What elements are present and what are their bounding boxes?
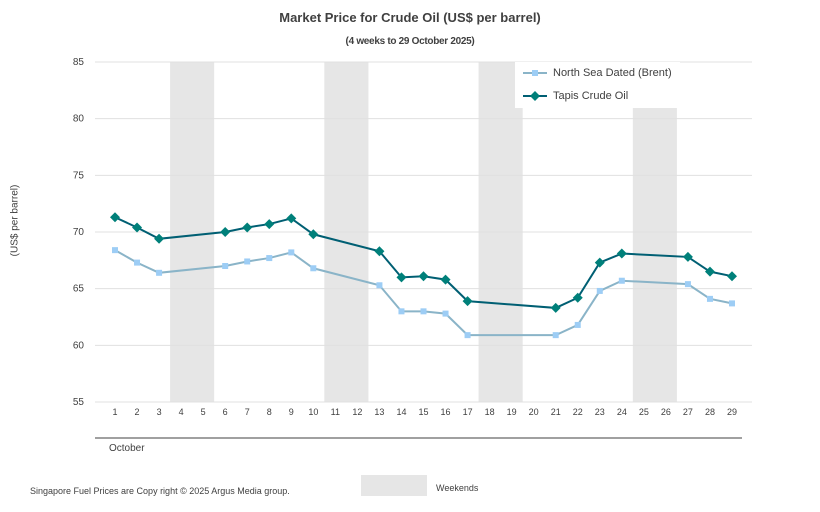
data-point-brent	[442, 310, 449, 317]
data-point-tapis	[727, 271, 737, 282]
data-point-brent	[574, 321, 581, 328]
data-point-brent	[706, 295, 713, 302]
data-point-tapis	[440, 274, 451, 285]
x-tick-label: 12	[352, 407, 362, 417]
x-tick-label: 24	[617, 407, 627, 417]
data-point-tapis	[220, 227, 231, 237]
data-point-brent	[288, 249, 295, 256]
data-point-brent	[112, 247, 118, 254]
data-point-tapis	[418, 271, 429, 282]
data-point-tapis	[154, 233, 165, 244]
data-point-brent	[398, 308, 405, 315]
x-axis-label: October	[109, 443, 145, 454]
data-point-brent	[244, 258, 251, 265]
legend-brent-marker	[523, 70, 547, 76]
y-tick-label: 85	[73, 57, 85, 68]
legend-tapis-label: Tapis Crude Oil	[553, 90, 629, 102]
x-tick-label: 13	[374, 407, 384, 417]
series-line-0	[114, 249, 733, 337]
data-point-brent	[618, 277, 625, 284]
legend-tapis-marker	[523, 91, 547, 101]
data-point-tapis	[462, 296, 473, 307]
data-point-brent	[266, 255, 273, 262]
weekend-legend-label: Weekends	[436, 483, 479, 493]
data-point-tapis	[374, 246, 385, 257]
data-point-tapis	[682, 251, 693, 262]
x-tick-label: 18	[485, 407, 495, 417]
x-tick-label: 25	[639, 407, 649, 417]
data-point-tapis	[242, 222, 253, 233]
data-point-tapis	[264, 219, 275, 230]
x-tick-label: 16	[441, 407, 451, 417]
y-tick-label: 60	[73, 340, 85, 351]
data-point-brent	[222, 263, 229, 269]
data-point-tapis	[110, 212, 120, 223]
data-point-brent	[134, 259, 141, 266]
y-tick-label: 70	[73, 227, 85, 238]
data-point-brent	[684, 281, 691, 288]
data-point-tapis	[616, 248, 627, 259]
legend-brent-label: North Sea Dated (Brent)	[553, 67, 672, 79]
x-tick-label: 28	[705, 407, 715, 417]
x-tick-label: 14	[396, 407, 406, 417]
x-tick-label: 3	[157, 407, 162, 417]
legend-item-tapis: Tapis Crude Oil	[523, 90, 628, 102]
x-tick-label: 20	[529, 407, 539, 417]
data-point-brent	[156, 269, 163, 276]
data-point-brent	[596, 287, 603, 294]
y-tick-label: 75	[73, 170, 85, 181]
data-point-brent	[310, 265, 317, 272]
data-point-brent	[552, 332, 559, 339]
data-point-tapis	[704, 266, 715, 277]
x-tick-label: 4	[179, 407, 184, 417]
x-tick-label: 27	[683, 407, 693, 417]
data-point-tapis	[572, 292, 583, 303]
x-tick-label: 23	[595, 407, 605, 417]
data-point-brent	[464, 332, 471, 339]
x-tick-label: 5	[201, 407, 206, 417]
x-tick-label: 17	[463, 407, 473, 417]
legend: North Sea Dated (Brent) Tapis Crude Oil	[515, 62, 680, 108]
x-tick-label: 26	[661, 407, 671, 417]
data-point-brent	[729, 300, 735, 307]
x-tick-label: 1	[112, 407, 117, 417]
x-tick-label: 2	[135, 407, 140, 417]
copyright-footer: Singapore Fuel Prices are Copy right © 2…	[30, 486, 290, 496]
x-tick-label: 19	[507, 407, 517, 417]
data-point-tapis	[396, 272, 407, 283]
chart-title: Market Price for Crude Oil (US$ per barr…	[279, 10, 541, 25]
data-point-brent	[376, 282, 383, 289]
y-tick-label: 55	[73, 397, 85, 408]
x-tick-label: 29	[727, 407, 737, 417]
x-tick-label: 15	[418, 407, 428, 417]
data-point-tapis	[132, 222, 143, 233]
data-point-tapis	[308, 229, 319, 240]
x-tick-label: 21	[551, 407, 561, 417]
y-tick-label: 80	[73, 114, 85, 125]
legend-item-brent: North Sea Dated (Brent)	[523, 67, 672, 79]
x-tick-label: 10	[308, 407, 318, 417]
x-tick-label: 7	[245, 407, 250, 417]
data-point-tapis	[550, 302, 561, 313]
data-point-tapis	[594, 257, 605, 268]
data-point-tapis	[286, 213, 297, 224]
x-tick-label: 9	[289, 407, 294, 417]
x-tick-label: 22	[573, 407, 583, 417]
data-point-brent	[420, 308, 427, 315]
y-tick-label: 65	[73, 284, 85, 295]
chart-subtitle: (4 weeks to 29 October 2025)	[345, 36, 475, 47]
x-tick-label: 11	[331, 407, 340, 417]
weekend-swatch	[361, 475, 427, 496]
x-tick-label: 8	[267, 407, 272, 417]
x-tick-label: 6	[223, 407, 228, 417]
